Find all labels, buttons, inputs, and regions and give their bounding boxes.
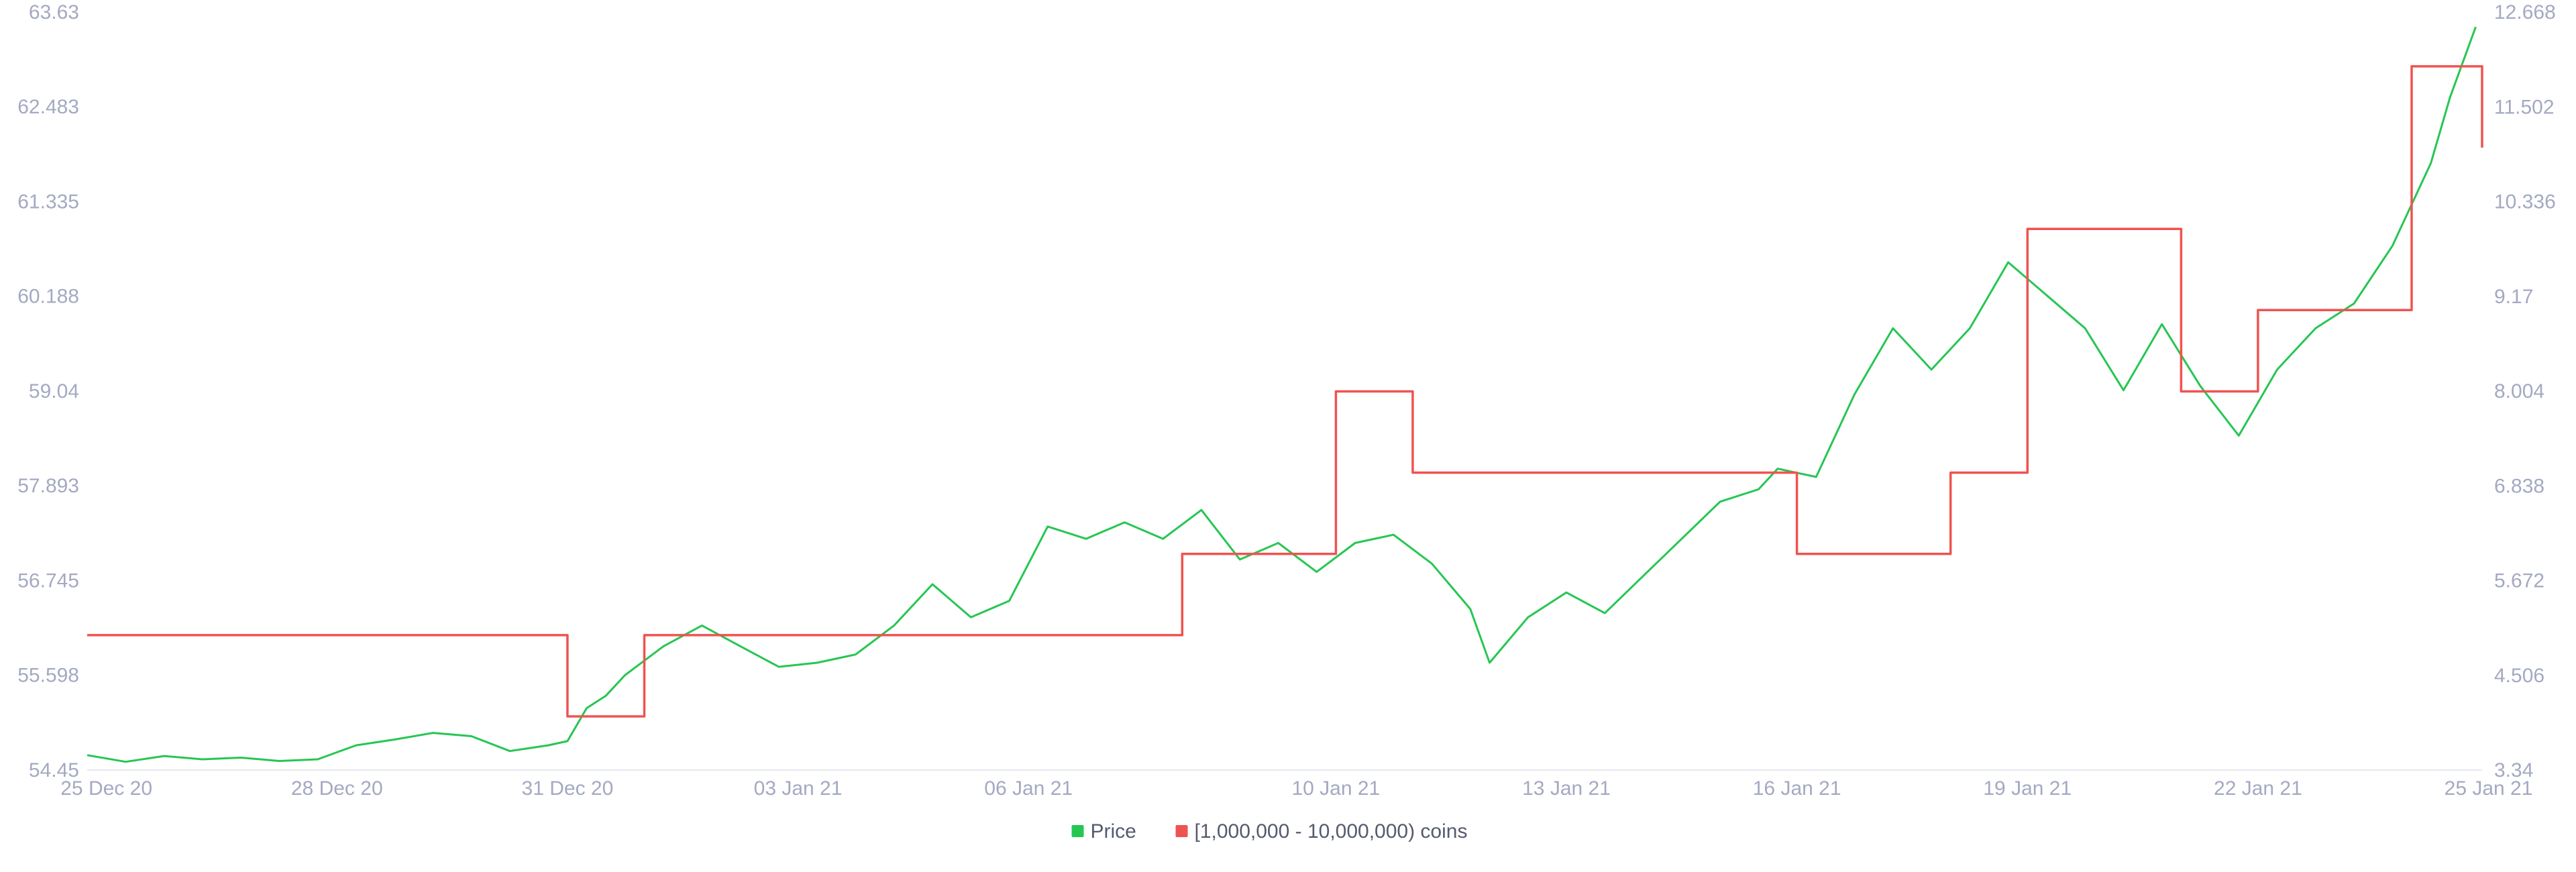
x-tick-label: 28 Dec 20: [291, 777, 383, 800]
y-right-tick-label: 12.668: [2494, 1, 2556, 23]
price-line: [87, 26, 2477, 763]
legend: Price [1,000,000 - 10,000,000) coins: [1071, 820, 1468, 842]
holders-step-line: [87, 65, 2483, 718]
y-axis-right: 3.34 4.506 5.672 6.838 8.004 9.17 10.336 11.502…: [2494, 1, 2556, 781]
y-left-tick-label: 61.335: [17, 191, 79, 213]
y-axis-left: 54.45 55.598 56.745 57.893 59.04 60.188 61.335…: [17, 1, 79, 781]
y-right-tick-label: 8.004: [2494, 380, 2544, 402]
series-layer: [87, 26, 2483, 763]
y-right-tick-label: 10.336: [2494, 191, 2556, 213]
legend-label-price: Price: [1091, 820, 1136, 842]
y-right-tick-label: 4.506: [2494, 665, 2544, 687]
y-left-tick-label: 62.483: [17, 96, 79, 118]
y-right-tick-label: 11.502: [2494, 96, 2555, 118]
x-tick-label: 31 Dec 20: [522, 777, 614, 800]
y-left-tick-label: 63.63: [29, 1, 79, 23]
y-right-tick-label: 5.672: [2494, 570, 2544, 592]
y-right-tick-label: 9.17: [2494, 286, 2533, 308]
x-tick-label: 22 Jan 21: [2214, 777, 2302, 800]
y-right-tick-label: 6.838: [2494, 475, 2544, 497]
y-left-tick-label: 57.893: [17, 475, 79, 497]
y-right-tick-label: 3.34: [2494, 759, 2533, 781]
legend-swatch-price: [1071, 825, 1084, 837]
x-axis: 25 Dec 20 28 Dec 20 31 Dec 20 03 Jan 21 06 J…: [60, 777, 2532, 800]
x-tick-label: 03 Jan 21: [754, 777, 843, 800]
x-tick-label: 19 Jan 21: [1983, 777, 2072, 800]
legend-label-holders: [1,000,000 - 10,000,000) coins: [1195, 820, 1468, 842]
x-tick-label: 25 Jan 21: [2445, 777, 2533, 800]
x-tick-label: 25 Dec 20: [60, 777, 152, 800]
x-tick-label: 06 Jan 21: [984, 777, 1073, 800]
x-tick-label: 16 Jan 21: [1753, 777, 1841, 800]
legend-swatch-holders: [1175, 825, 1188, 837]
x-tick-label: 10 Jan 21: [1291, 777, 1380, 800]
y-left-tick-label: 56.745: [17, 570, 79, 592]
x-tick-label: 13 Jan 21: [1522, 777, 1611, 800]
y-left-tick-label: 55.598: [17, 665, 79, 687]
y-left-tick-label: 59.04: [29, 380, 79, 402]
y-left-tick-label: 60.188: [17, 286, 79, 308]
y-left-tick-label: 54.45: [29, 759, 79, 781]
